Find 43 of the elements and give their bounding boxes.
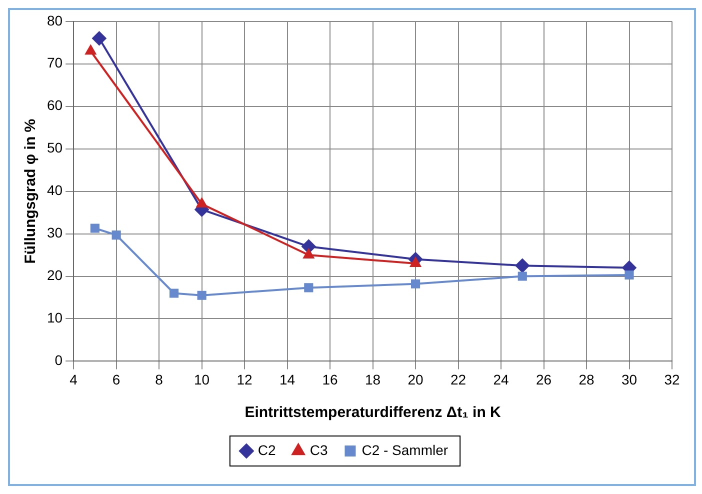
- x-tick-label: 28: [578, 371, 595, 388]
- x-tick-label: 18: [364, 371, 381, 388]
- point: [518, 272, 527, 281]
- legend-label: C2 - Sammler: [362, 442, 448, 458]
- x-tick-label: 6: [112, 371, 120, 388]
- point: [85, 45, 96, 55]
- x-tick-label: 12: [236, 371, 253, 388]
- x-tick-label: 16: [322, 371, 338, 388]
- y-tick-label: 30: [46, 224, 63, 241]
- point: [410, 258, 421, 268]
- point: [410, 279, 420, 288]
- x-tick-label: 32: [664, 371, 680, 388]
- y-tick-label: 40: [46, 182, 63, 198]
- point: [169, 288, 179, 298]
- x-tick-label: 20: [408, 371, 424, 388]
- x-tick-label: 10: [194, 371, 210, 388]
- y-tick-label: 10: [46, 310, 63, 326]
- y-tick-label: 0: [54, 352, 63, 368]
- point: [196, 198, 208, 208]
- y-tick-label: 20: [46, 267, 63, 284]
- point: [90, 224, 100, 233]
- point: [197, 290, 206, 300]
- x-tick-label: 24: [493, 371, 510, 388]
- y-tick-label: 50: [46, 140, 63, 156]
- x-axis-title: Eintrittstemperaturdifferenz Δt₁ in K: [244, 404, 502, 422]
- x-tick-label: 14: [280, 371, 296, 388]
- legend-label: C2: [258, 442, 276, 458]
- point: [92, 31, 106, 46]
- x-tick-label: 22: [450, 371, 466, 388]
- point: [624, 270, 634, 280]
- x-tick-label: 4: [70, 371, 78, 388]
- legend-label: C3: [310, 442, 328, 458]
- y-tick-label: 70: [46, 54, 63, 71]
- x-tick-label: 8: [155, 371, 164, 388]
- y-tick-label: 80: [46, 12, 63, 28]
- y-tick-label: 60: [46, 97, 63, 114]
- point: [515, 258, 530, 273]
- x-tick-label: 26: [536, 371, 552, 388]
- point: [112, 230, 121, 240]
- point: [304, 283, 314, 292]
- y-axis-title: Füllungsgrad φ in %: [22, 118, 40, 264]
- point: [303, 249, 314, 259]
- x-tick-label: 30: [621, 371, 638, 388]
